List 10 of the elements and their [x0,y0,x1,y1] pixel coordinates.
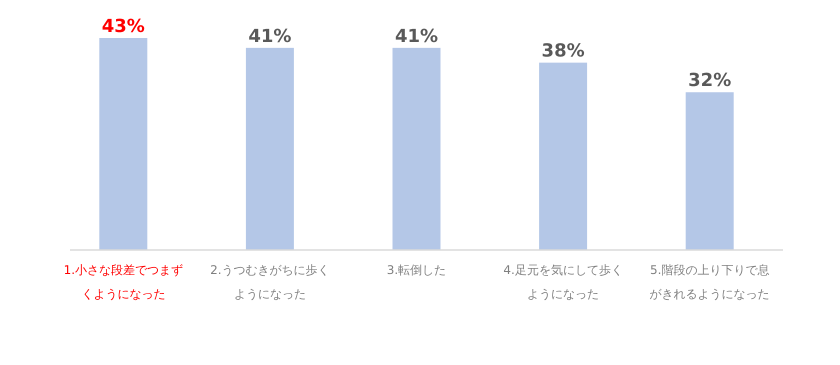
x-tick-label: 5.階段の上り下りで息がきれるようになった [648,262,771,303]
data-label: 32% [688,70,732,92]
data-label: 43% [102,16,145,37]
data-label: 41% [248,26,292,47]
x-tick-label: 3.転倒した [386,262,448,279]
data-label: 41% [394,26,438,47]
x-tick-label: 4.足元を気にして歩くようになった [502,262,624,303]
x-tick-label: 1.小さな段差でつまずくようになった [62,262,184,303]
x-tick-label: 2.うつむきがちに歩くようになった [209,262,331,303]
data-label: 38% [542,40,585,62]
